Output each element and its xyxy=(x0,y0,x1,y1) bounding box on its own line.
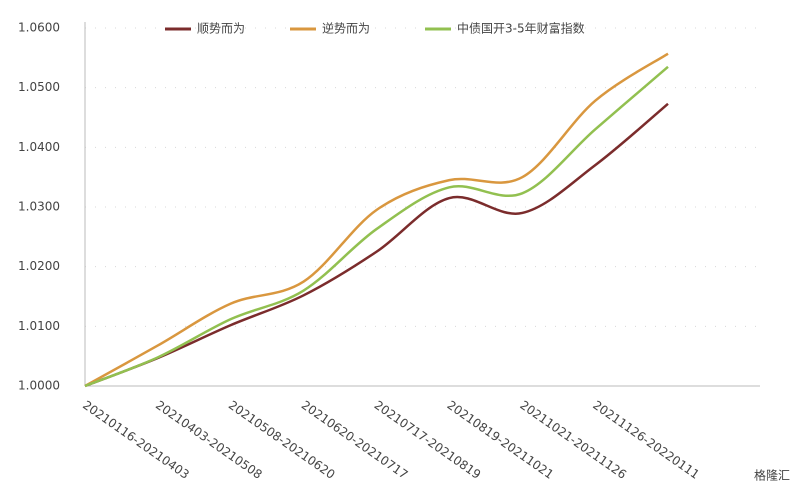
series-line xyxy=(84,102,669,388)
y-tick-label: 1.0400 xyxy=(18,140,60,154)
y-tick-label: 1.0100 xyxy=(18,319,60,333)
y-tick-label: 1.0500 xyxy=(18,80,60,94)
series-line xyxy=(84,65,669,388)
series-line xyxy=(84,52,669,388)
y-tick-label: 1.0200 xyxy=(18,259,60,273)
watermark: 格隆汇 xyxy=(754,468,790,483)
legend-label: 中债国开3-5年财富指数 xyxy=(457,21,585,36)
legend-label: 顺势而为 xyxy=(197,22,245,36)
y-tick-label: 1.0000 xyxy=(18,379,60,393)
legend-label: 逆势而为 xyxy=(322,21,370,36)
y-tick-label: 1.0600 xyxy=(18,21,60,35)
y-tick-label: 1.0300 xyxy=(18,200,60,214)
